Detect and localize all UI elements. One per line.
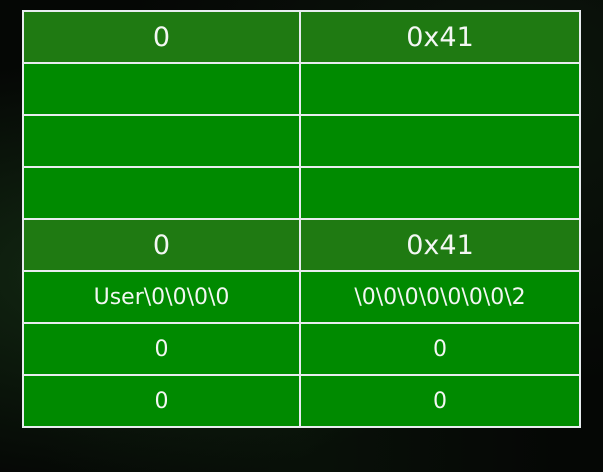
table-row: 0 0x41	[22, 218, 581, 272]
table-cell	[22, 166, 301, 220]
table-cell: 0	[299, 374, 581, 428]
table-row	[22, 114, 581, 168]
table-cell	[299, 62, 581, 116]
table-row	[22, 166, 581, 220]
table-cell: 0x41	[299, 218, 581, 272]
table-cell	[22, 114, 301, 168]
table-cell	[22, 62, 301, 116]
table-cell	[299, 166, 581, 220]
table-cell: 0	[22, 374, 301, 428]
table-cell: 0	[299, 322, 581, 376]
table-row: 0 0	[22, 374, 581, 428]
table-cell: 0x41	[299, 10, 581, 64]
table-cell: 0	[22, 322, 301, 376]
table-row: 0 0x41	[22, 10, 581, 64]
table-row	[22, 62, 581, 116]
table-cell: 0	[22, 218, 301, 272]
table-cell: \0\0\0\0\0\0\0\2	[299, 270, 581, 324]
table-row: User\0\0\0\0 \0\0\0\0\0\0\0\2	[22, 270, 581, 324]
table-cell: User\0\0\0\0	[22, 270, 301, 324]
table-cell: 0	[22, 10, 301, 64]
table-cell	[299, 114, 581, 168]
memory-layout-table: 0 0x41 0 0x41 User\0\0\0\0 \0\0\0\0\0\0\…	[22, 10, 581, 428]
table-row: 0 0	[22, 322, 581, 376]
